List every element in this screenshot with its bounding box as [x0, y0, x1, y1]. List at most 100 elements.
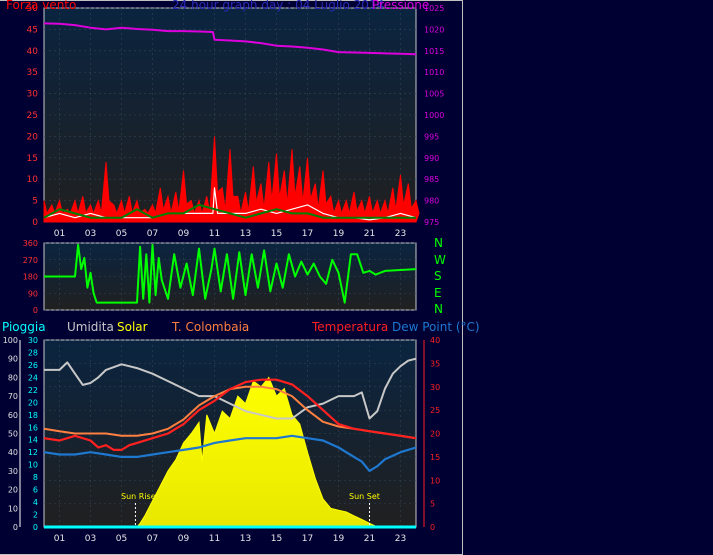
x-tick-label: 19: [333, 534, 345, 544]
pressure-tick-label: 1015: [424, 47, 444, 56]
x-tick-label: 13: [240, 229, 251, 239]
direction-tick-label: 0: [33, 306, 38, 315]
rain-tick-label: 18: [28, 411, 38, 420]
wind-tick-label: 5: [32, 197, 38, 207]
direction-tick-label: 360: [23, 239, 38, 248]
humidity-series: [44, 357, 417, 420]
temp-tick-label: 30: [430, 383, 440, 392]
compass-label: S: [434, 269, 442, 283]
temp-tick-label: 10: [430, 476, 440, 485]
x-tick-label: 21: [364, 534, 375, 544]
wind-tick-label: 25: [27, 111, 38, 121]
wind-tick-label: 15: [27, 154, 38, 164]
x-tick-label: 01: [54, 229, 65, 239]
wind-direction-series: [44, 243, 417, 304]
compass-label: W: [434, 252, 446, 267]
x-tick-label: 01: [54, 534, 65, 544]
rain-label: Pioggia: [2, 320, 46, 334]
rain-tick-label: 14: [28, 436, 38, 445]
humidity-tick-label: 10: [8, 504, 18, 513]
x-tick-label: 11: [209, 229, 220, 239]
direction-tick-label: 90: [28, 289, 38, 298]
avg-wind-series: [43, 203, 416, 219]
wind-axis-label: Forza vento: [6, 0, 77, 12]
pressure-tick-label: 975: [424, 218, 439, 227]
humidity-tick-label: 0: [13, 523, 18, 532]
pressure-tick-label: 1000: [424, 111, 444, 120]
wind-tick-label: 0: [32, 218, 38, 228]
rain-tick-label: 26: [28, 361, 38, 370]
x-tick-label: 07: [147, 229, 158, 239]
x-tick-label: 03: [85, 229, 96, 239]
rain-tick-label: 10: [28, 461, 38, 470]
compass-label: N: [434, 236, 443, 250]
pressure-tick-label: 985: [424, 175, 439, 184]
tick-labels: 0510152025303540455097598098599099510001…: [3, 4, 445, 544]
x-tick-label: 05: [116, 229, 127, 239]
wind-tick-label: 30: [27, 90, 39, 100]
rain-tick-label: 12: [28, 448, 38, 457]
humidity-tick-label: 60: [8, 411, 18, 420]
sunset-annotation: Sun Set: [349, 492, 380, 501]
wind-speed-series: [43, 136, 420, 223]
rain-tick-label: 4: [33, 498, 38, 507]
x-tick-label: 21: [364, 229, 375, 239]
rain-tick-label: 28: [28, 348, 38, 357]
temp-colombaia-label: T. Colombaia: [172, 320, 250, 334]
wind-tick-label: 45: [27, 25, 38, 35]
wind-tick-label: 35: [27, 68, 38, 78]
pressure-axis-label: Pressione: [372, 0, 430, 12]
pressure-tick-label: 980: [424, 197, 439, 206]
temp-tick-label: 25: [430, 406, 440, 415]
x-tick-label: 19: [333, 229, 345, 239]
compass-label: N: [434, 302, 443, 316]
x-tick-label: 07: [147, 534, 158, 544]
wind-tick-label: 50: [27, 4, 39, 14]
x-tick-label: 23: [395, 534, 406, 544]
humidity-tick-label: 80: [8, 373, 18, 382]
rain-tick-label: 2: [33, 511, 38, 520]
pressure-tick-label: 1010: [424, 68, 444, 77]
pressure-series: [43, 22, 417, 56]
x-tick-label: 11: [209, 534, 220, 544]
rain-tick-label: 24: [28, 373, 38, 382]
humidity-tick-label: 100: [3, 336, 18, 345]
humidity-tick-label: 70: [8, 392, 18, 401]
x-tick-label: 03: [85, 534, 96, 544]
direction-tick-label: 270: [23, 256, 38, 265]
pressure-tick-label: 1020: [424, 25, 444, 34]
compass-label: E: [434, 285, 442, 300]
rain-tick-label: 30: [28, 336, 38, 345]
x-tick-label: 09: [178, 534, 190, 544]
rain-tick-label: 6: [33, 486, 38, 495]
temp-tick-label: 5: [430, 500, 435, 509]
rain-tick-label: 16: [28, 423, 38, 432]
pressure-tick-label: 990: [424, 154, 439, 163]
x-tick-label: 15: [271, 534, 282, 544]
wind-tick-label: 40: [27, 47, 39, 57]
rain-tick-label: 22: [28, 386, 38, 395]
temp-tick-label: 20: [430, 430, 440, 439]
temp-tick-label: 0: [430, 523, 435, 532]
pressure-tick-label: 1005: [424, 90, 444, 99]
x-tick-label: 13: [240, 534, 251, 544]
solar-label: Solar: [117, 320, 148, 334]
x-tick-label: 15: [271, 229, 282, 239]
humidity-tick-label: 50: [8, 430, 18, 439]
temp-tick-label: 15: [430, 453, 440, 462]
x-tick-label: 23: [395, 229, 406, 239]
chart-title: 24 hour graph day : 04 Luglio 2014: [172, 0, 385, 12]
pressure-tick-label: 995: [424, 132, 439, 141]
data-marks: [43, 22, 420, 529]
x-tick-label: 17: [302, 229, 313, 239]
rain-tick-label: 8: [33, 473, 38, 482]
rain-tick-label: 20: [28, 398, 38, 407]
humidity-tick-label: 20: [8, 486, 18, 495]
wind-tick-label: 20: [27, 132, 39, 142]
x-tick-label: 17: [302, 534, 313, 544]
humidity-tick-label: 40: [8, 448, 18, 457]
dew-point-label: Dew Point (°C): [392, 320, 480, 334]
dew-point-series: [43, 434, 417, 472]
